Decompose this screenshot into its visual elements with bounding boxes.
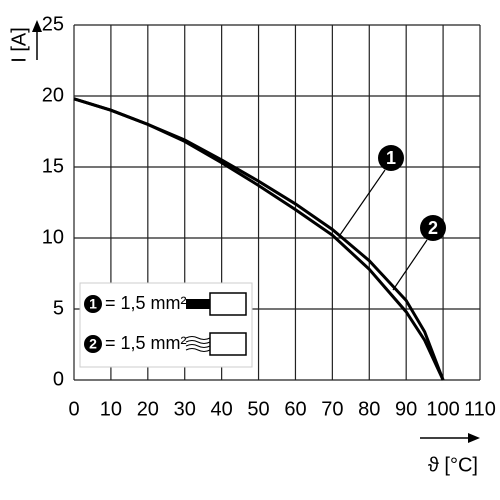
callout-leader <box>339 169 386 236</box>
x-tick-label: 80 <box>358 398 380 420</box>
x-tick-label: 70 <box>321 398 343 420</box>
wire-strand <box>185 340 211 344</box>
x-tick-label: 90 <box>395 398 417 420</box>
legend-label: = 1,5 mm² <box>105 293 187 313</box>
x-axis-label: ϑ [°C] <box>428 454 478 476</box>
wire-strand <box>185 348 211 352</box>
wire-solid <box>186 299 210 309</box>
legend-number: 1 <box>89 296 97 312</box>
wire-strand <box>185 344 211 348</box>
legend-marker <box>84 295 102 313</box>
wire-sleeve <box>209 332 247 356</box>
x-tick-label: 30 <box>174 398 196 420</box>
x-tick-label: 60 <box>284 398 306 420</box>
legend-label: = 1,5 mm² <box>105 333 187 353</box>
y-tick-label: 5 <box>53 297 64 319</box>
wire-strand <box>185 336 211 340</box>
callout-number: 1 <box>386 148 396 168</box>
data-line <box>73 97 445 381</box>
wire-sleeve <box>209 292 247 316</box>
x-arrow-head <box>468 433 480 443</box>
x-tick-label: 100 <box>426 398 459 420</box>
y-tick-label: 25 <box>42 13 64 35</box>
x-tick-label: 40 <box>211 398 233 420</box>
callout-leader <box>392 239 428 291</box>
x-tick-label: 50 <box>247 398 269 420</box>
x-tick-label: 20 <box>137 398 159 420</box>
x-tick-label: 0 <box>68 398 79 420</box>
x-tick-label: 10 <box>100 398 122 420</box>
y-axis-label: I [A] <box>8 27 30 63</box>
callout-circle <box>420 215 446 241</box>
x-tick-label: 110 <box>464 398 496 420</box>
legend-marker <box>84 335 102 353</box>
callout-circle <box>378 145 404 171</box>
y-tick-label: 0 <box>53 368 64 390</box>
y-tick-label: 20 <box>42 84 64 106</box>
y-tick-label: 10 <box>42 226 64 248</box>
y-arrow-head <box>32 20 42 32</box>
legend-number: 2 <box>89 336 97 352</box>
y-tick-label: 15 <box>42 155 64 177</box>
callout-number: 2 <box>428 218 438 238</box>
